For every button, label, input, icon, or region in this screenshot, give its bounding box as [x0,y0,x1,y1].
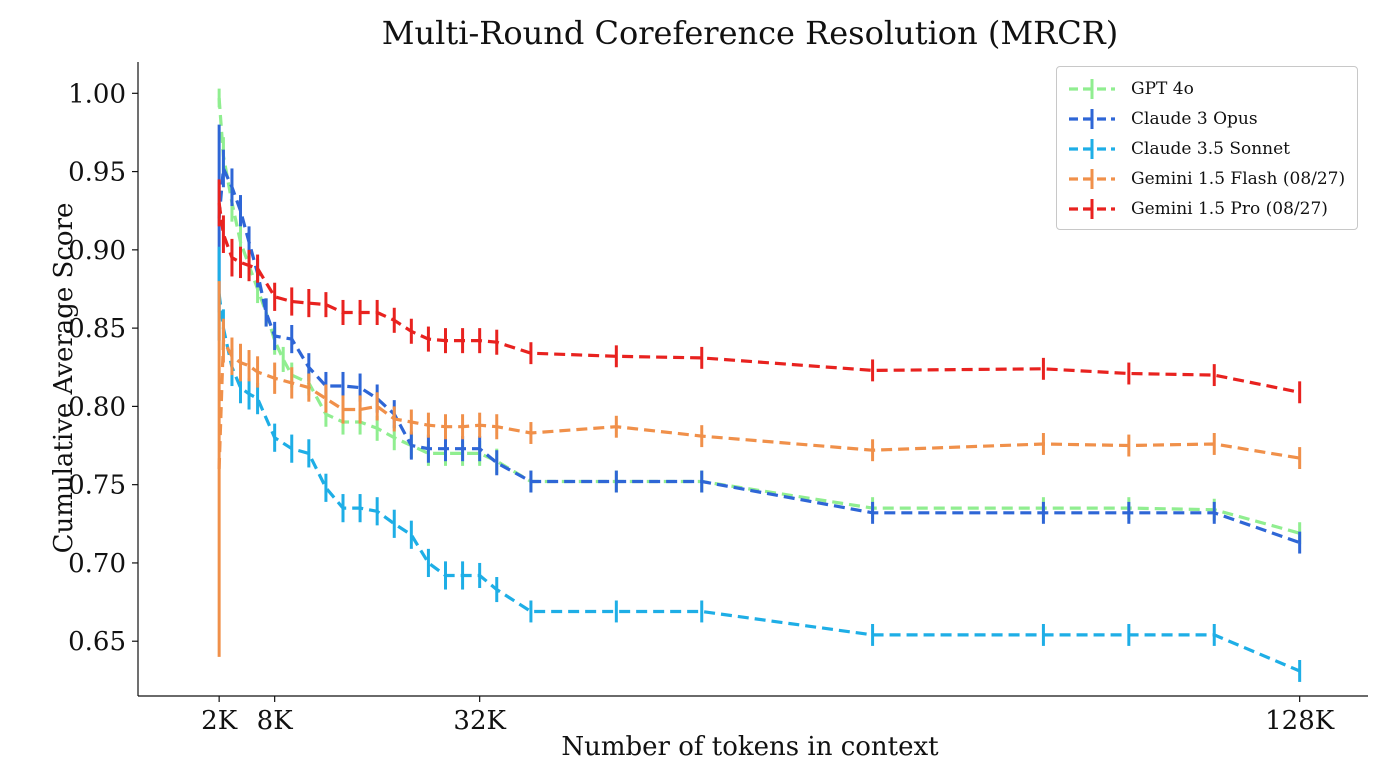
y-tick-label: 0.65 [68,627,126,657]
legend-swatch [1069,79,1115,99]
y-tick-label: 0.90 [68,236,126,266]
legend-item: Gemini 1.5 Pro (08/27) [1067,194,1347,224]
y-tick-label: 0.75 [68,471,126,501]
legend-item: Claude 3.5 Sonnet [1067,134,1347,164]
legend-label: Claude 3.5 Sonnet [1131,139,1290,159]
legend-label: GPT 4o [1131,79,1194,99]
y-tick-label: 1.00 [68,79,126,109]
axes: 0.65 0.70 0.75 0.80 0.85 0.90 0.95 1.00 2K 8K 32K 1… [68,62,1368,736]
series-gemini-1-5-pro-08-27- [217,179,1302,404]
legend-label: Claude 3 Opus [1131,109,1258,129]
legend-swatch [1069,109,1115,129]
y-tick-label: 0.80 [68,392,126,422]
x-tick-label: 32K [453,706,506,736]
legend: GPT 4o Claude 3 Opus Claude 3.5 Sonnet Gemi… [1056,66,1358,230]
series-claude-3-5-sonnet [217,246,1302,682]
chart-title: Multi-Round Coreference Resolution (MRCR… [381,14,1119,52]
legend-swatch [1069,169,1115,189]
x-tick-label: 128K [1265,706,1335,736]
x-tick-label: 2K [201,706,238,736]
series-line [217,293,1301,673]
x-axis-label: Number of tokens in context [561,732,939,762]
series-gemini-1-5-flash-08-27- [217,281,1302,657]
legend-label: Gemini 1.5 Flash (08/27) [1131,169,1346,189]
series-line [217,339,1300,470]
y-tick-label: 0.70 [68,549,126,579]
legend-item: Claude 3 Opus [1067,104,1347,134]
series-line [217,202,1301,394]
legend-swatch [1069,199,1115,219]
x-tick-label: 8K [257,706,294,736]
y-tick-label: 0.85 [68,314,126,344]
series-layer [217,88,1302,682]
legend-item: GPT 4o [1067,74,1347,104]
legend-swatch [1069,139,1115,159]
y-tick-label: 0.95 [68,158,126,188]
legend-label: Gemini 1.5 Pro (08/27) [1131,199,1328,219]
legend-item: Gemini 1.5 Flash (08/27) [1067,164,1347,194]
